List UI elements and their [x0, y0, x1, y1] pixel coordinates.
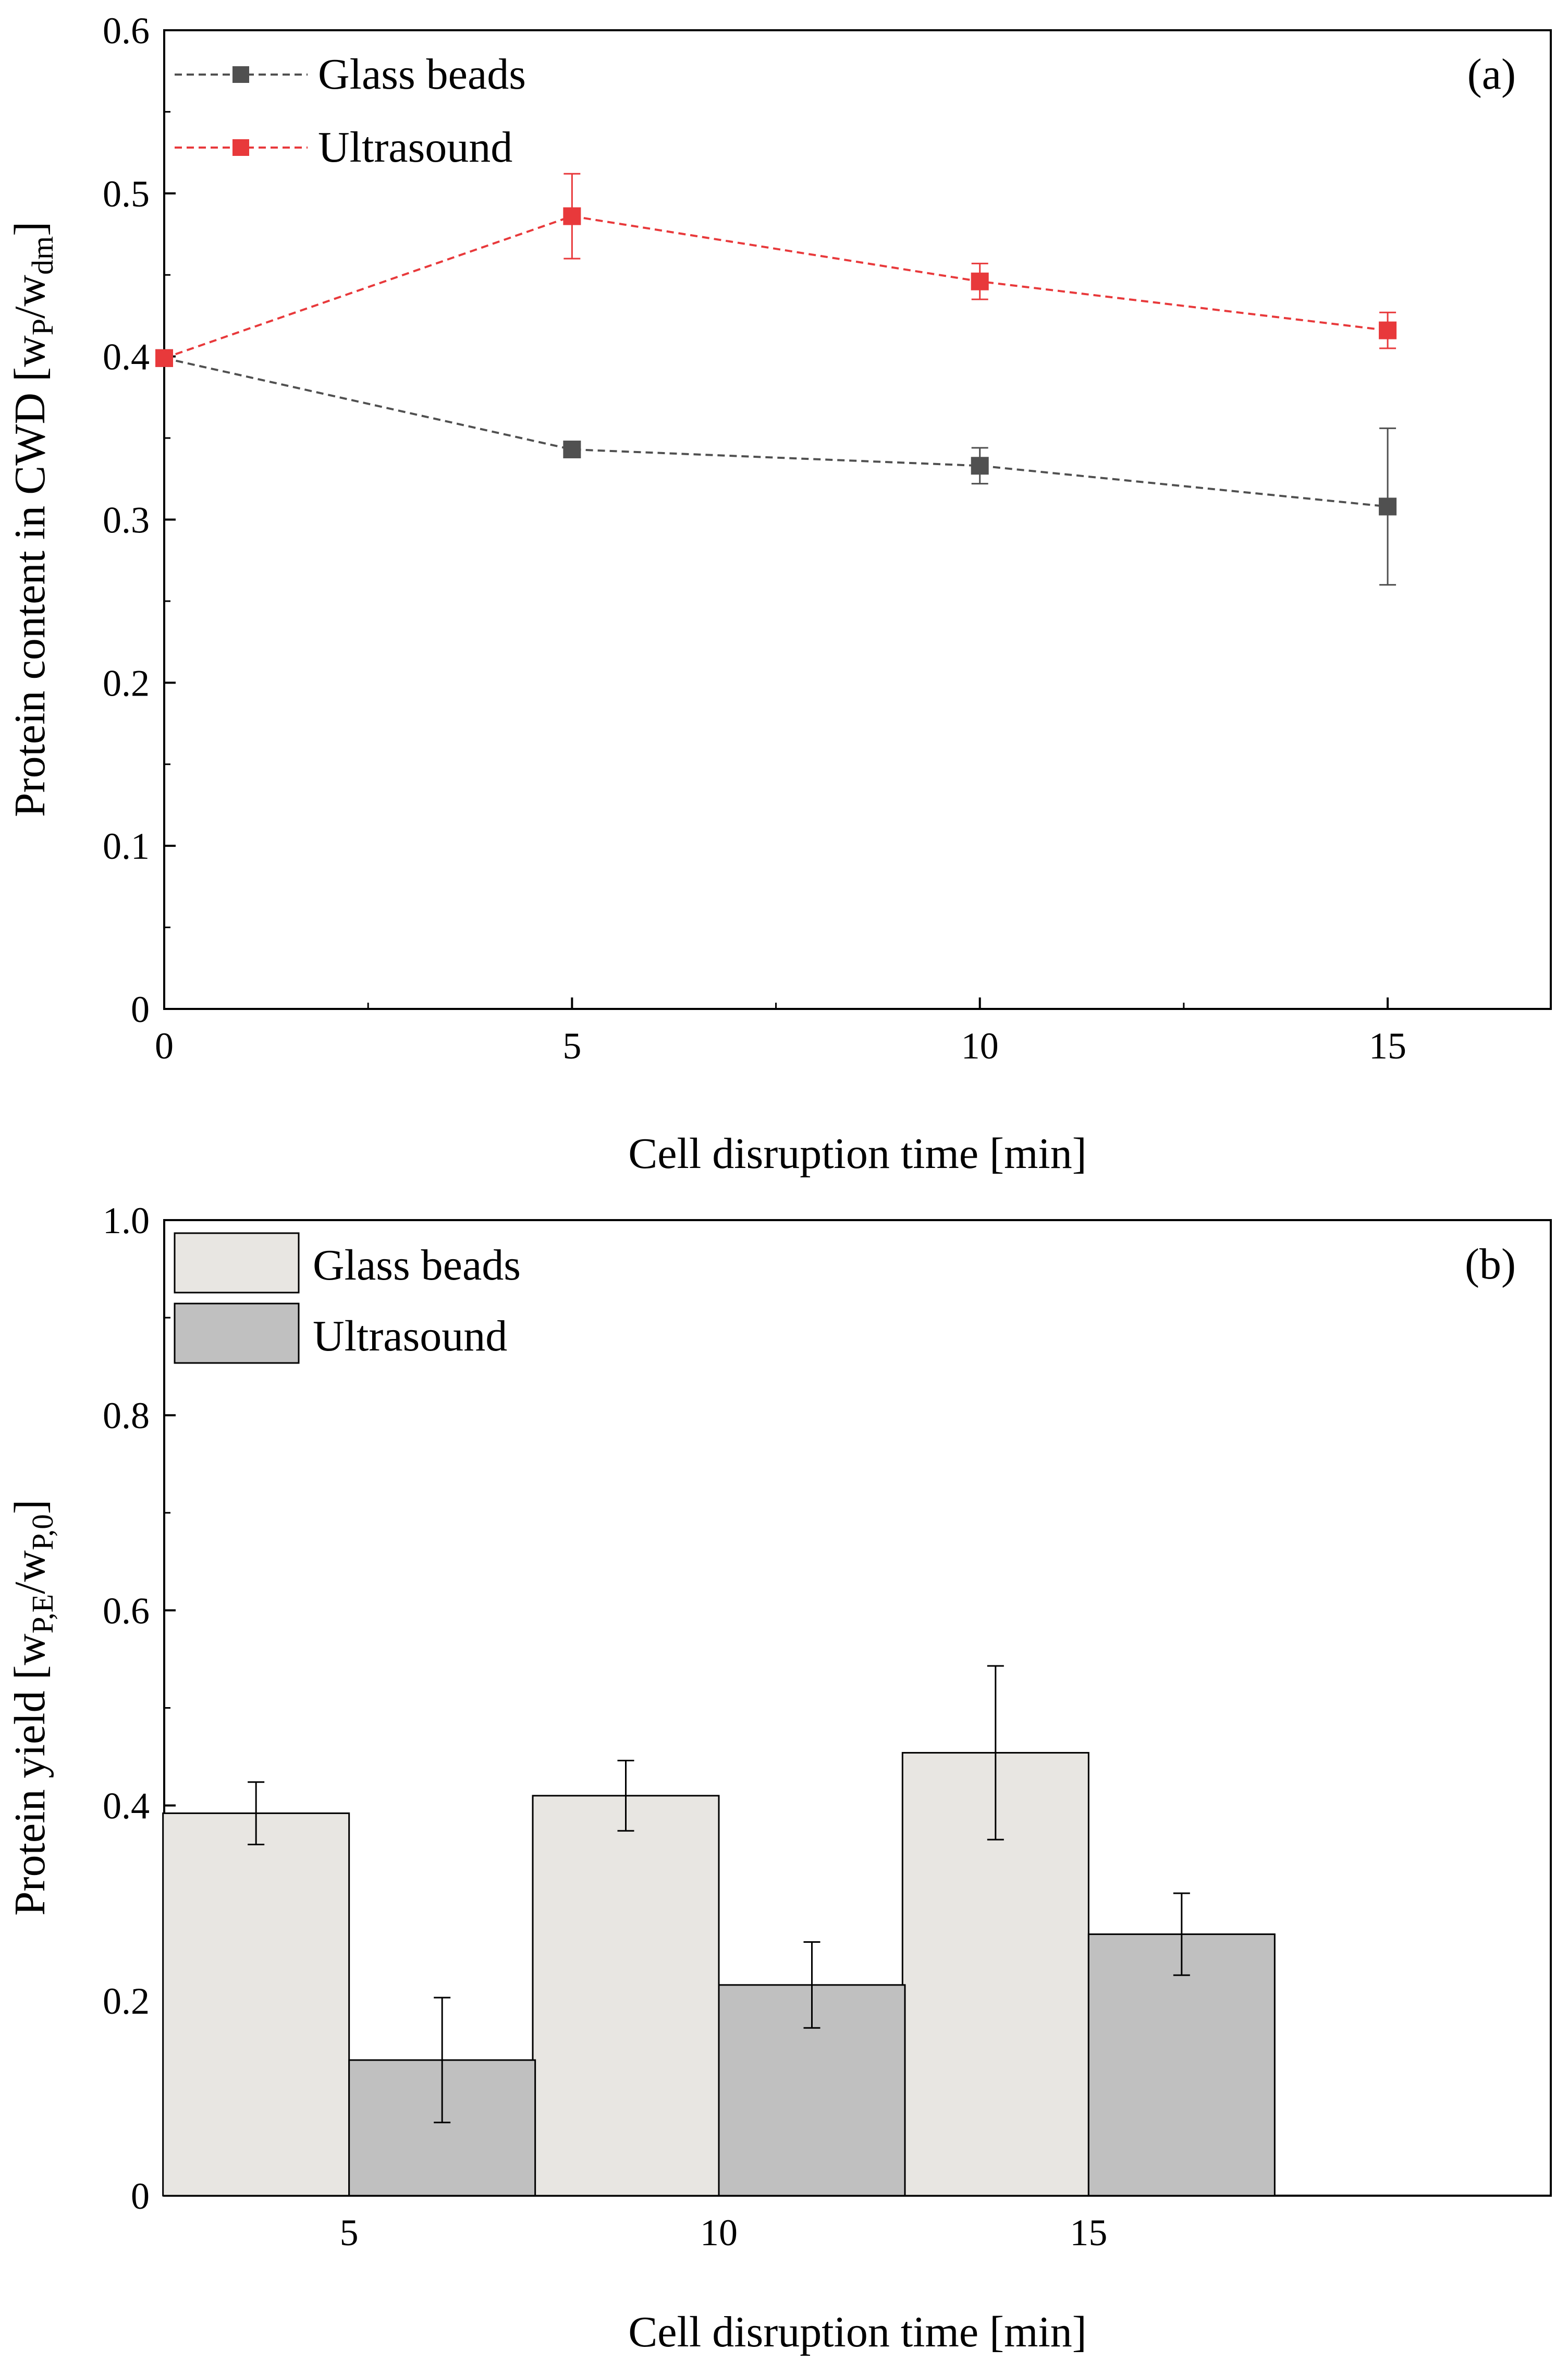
- legend-a-glass-beads: Glass beads: [175, 50, 526, 99]
- legend-b-ultra-label: Ultrasound: [313, 1312, 507, 1360]
- legend-b-ultrasound: Ultrasound: [174, 1302, 507, 1364]
- data-point-ultra: [563, 207, 581, 225]
- panel-a-y-ticks: 0 0.1 0.2 0.3 0.4 0.5 0.6: [103, 10, 176, 1030]
- b-y-tick-label: 0.4: [103, 1785, 150, 1827]
- a-y-tick-label: 0.4: [103, 336, 150, 378]
- panel-a-y-axis-title: Protein content in CWD [wP/wdm]: [6, 222, 59, 817]
- data-point-ultra: [971, 272, 989, 290]
- panel-a-ylabel-main: Protein content in CWD [w: [6, 335, 54, 817]
- panel-b-label: (b): [1465, 1240, 1516, 1288]
- b-y-tick-label: 0: [131, 2175, 150, 2217]
- a-y-tick-label: 0.3: [103, 500, 150, 541]
- b-y-tick-label: 1.0: [103, 1200, 150, 1241]
- panel-a-ylabel-mid: /w: [6, 275, 54, 319]
- panel-b-ylabel-sub1: P,E: [26, 1594, 59, 1634]
- series-line-ultra: [164, 215, 1388, 359]
- legend-a-ultra-label: Ultrasound: [318, 123, 512, 172]
- panel-a: 0 0.1 0.2 0.3 0.4 0.5 0.6 0 5 10 15 Protein conte…: [6, 10, 1552, 1178]
- data-point-glass: [563, 440, 581, 458]
- panel-b-ylabel-mid: /w: [6, 1550, 54, 1594]
- b-y-tick-label: 0.8: [103, 1395, 150, 1436]
- panel-a-ylabel-sub1: P: [26, 319, 59, 335]
- panel-b-x-axis-title: Cell disruption time [min]: [628, 2308, 1087, 2356]
- a-x-tick-label: 0: [155, 1025, 174, 1067]
- a-y-tick-label: 0.1: [103, 825, 150, 867]
- data-point-ultra: [155, 349, 173, 367]
- data-point-glass: [1379, 497, 1397, 516]
- bar-ultra: [1087, 1933, 1276, 2197]
- panel-b-ylabel-main: Protein yield [w: [6, 1634, 54, 1916]
- bar-glass: [162, 1812, 350, 2197]
- panel-a-ylabel-end: ]: [6, 222, 54, 236]
- svg-text:Protein content in CWD [wP/wdm: Protein content in CWD [wP/wdm]: [6, 222, 59, 817]
- panel-a-ylabel-sub2: dm: [26, 236, 59, 275]
- panel-b-legend: Glass beads Ultrasound: [174, 1232, 521, 1364]
- svg-text:Protein yield [wP,E/wP,0]: Protein yield [wP,E/wP,0]: [6, 1500, 59, 1916]
- panel-b: 00.20.40.60.81.0 5 10 15 Protein yield [wP…: [6, 1200, 1552, 2356]
- legend-a-ultrasound: Ultrasound: [175, 123, 512, 172]
- b-y-tick-label: 0.2: [103, 1980, 150, 2022]
- a-y-tick-label: 0.5: [103, 173, 150, 215]
- legend-b-glass-beads: Glass beads: [174, 1232, 521, 1294]
- a-x-tick-label: 15: [1369, 1025, 1406, 1067]
- legend-a-glass-label: Glass beads: [318, 50, 526, 99]
- series-line-glass: [164, 357, 1388, 508]
- legend-b-glass-swatch: [174, 1232, 300, 1294]
- legend-a-ultra-marker: [232, 139, 249, 156]
- b-x-tick-label: 10: [700, 2212, 738, 2254]
- data-point-ultra: [1379, 321, 1397, 339]
- panel-a-plot-frame: [163, 29, 1552, 1010]
- a-y-tick-label: 0.2: [103, 662, 150, 704]
- panel-b-ylabel-end: ]: [6, 1500, 54, 1514]
- a-x-tick-label: 5: [562, 1025, 581, 1067]
- a-x-tick-label: 10: [961, 1025, 999, 1067]
- legend-a-glass-marker: [232, 66, 249, 83]
- panel-a-series: [155, 173, 1397, 586]
- panel-b-y-axis-title: Protein yield [wP,E/wP,0]: [6, 1500, 59, 1916]
- b-x-tick-label: 5: [340, 2212, 359, 2254]
- panel-b-ylabel-sub2: P,0: [26, 1514, 59, 1550]
- panel-a-x-ticks: 0 5 10 15: [155, 997, 1406, 1067]
- bar-glass: [532, 1795, 720, 2197]
- panel-b-x-ticks: 5 10 15: [340, 2184, 1107, 2254]
- data-point-glass: [971, 457, 989, 475]
- b-y-tick-label: 0.6: [103, 1590, 150, 1632]
- panel-a-label: (a): [1467, 50, 1516, 99]
- panel-a-legend: Glass beads Ultrasound: [175, 50, 526, 172]
- panel-b-bars: [162, 1665, 1276, 2197]
- panel-b-y-ticks: 0 0.2 0.4 0.6 0.8 1.0: [103, 1200, 176, 2217]
- panel-a-x-axis-title: Cell disruption time [min]: [628, 1129, 1087, 1178]
- a-y-tick-label: 0.6: [103, 10, 150, 52]
- a-y-tick-label: 0: [131, 989, 150, 1030]
- legend-b-glass-label: Glass beads: [313, 1241, 521, 1289]
- legend-b-ultra-swatch: [174, 1302, 300, 1364]
- b-x-tick-label: 15: [1070, 2212, 1107, 2254]
